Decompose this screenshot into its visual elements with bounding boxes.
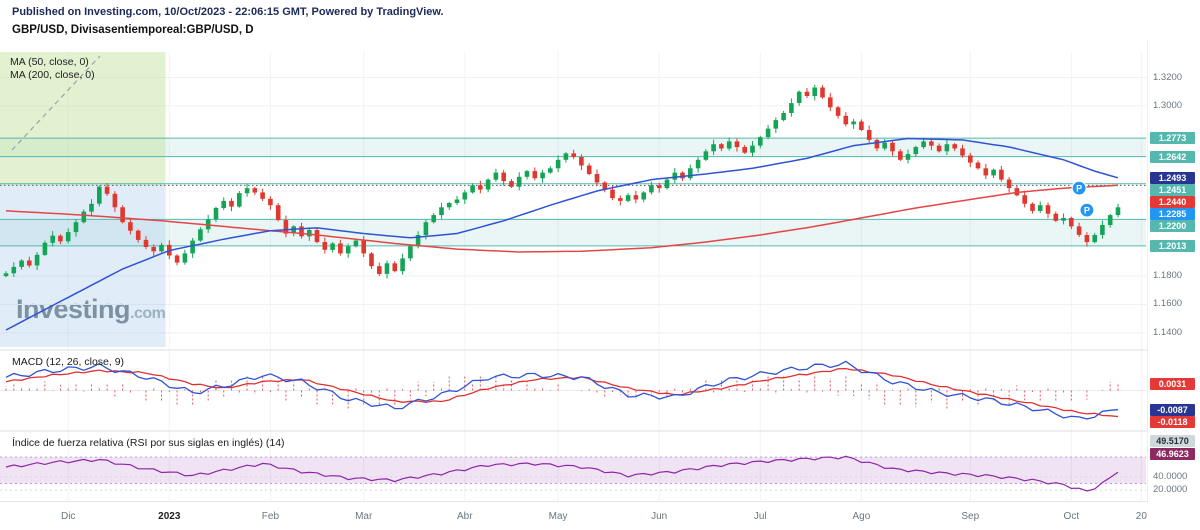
time-axis-label: Mar xyxy=(355,511,373,522)
time-axis-label: Feb xyxy=(261,511,280,522)
axis-label: 1.1600 xyxy=(1153,298,1183,310)
published-line: Published on Investing.com, 10/Oct/2023 … xyxy=(12,6,444,18)
axis-badge-purple: 46.9623 xyxy=(1150,448,1195,460)
time-axis-label: Ago xyxy=(852,511,871,522)
watermark-main: Investing xyxy=(16,294,131,324)
ma50-legend-label: MA (50, close, 0) xyxy=(10,56,89,68)
axis-label: 1.1400 xyxy=(1153,326,1183,338)
rsi-panel-label: Índice de fuerza relativa (RSI por sus s… xyxy=(12,437,285,449)
watermark-suffix: .com xyxy=(130,305,166,322)
ma-legend: MA (50, close, 0) MA (200, close, 0) xyxy=(10,56,95,82)
axis-badge-blue: 1.2285 xyxy=(1150,207,1195,220)
axis-badge-teal: 1.2200 xyxy=(1150,219,1195,232)
axis-badge-gray: 49.5170 xyxy=(1150,435,1195,447)
axis-label: 40.0000 xyxy=(1153,470,1188,482)
time-axis-label: 20 xyxy=(1135,511,1147,522)
time-axis-label: Jul xyxy=(753,511,767,522)
axis-badge-teal: 1.2642 xyxy=(1150,150,1195,163)
axis-badge-teal: 1.2451 xyxy=(1150,183,1195,196)
axis-badge-navy: 1.2493 xyxy=(1150,171,1195,184)
ma200-legend-label: MA (200, close, 0) xyxy=(10,69,95,81)
time-axis-label: 2023 xyxy=(158,511,181,522)
chart-header: Published on Investing.com, 10/Oct/2023 … xyxy=(12,6,444,36)
time-axis-label: Oct xyxy=(1063,511,1080,522)
price-axis[interactable]: 1.3200 1.3000 1.2773 1.2642 1.2493 1.2451 1.24… xyxy=(1148,0,1200,530)
macd-panel-label: MACD (12, 26, close, 9) xyxy=(12,356,125,368)
time-axis[interactable]: Dic 2023 Feb Mar Abr May Jun Jul Ago Sep Oct 20 xyxy=(0,502,1148,530)
time-axis-label: Sep xyxy=(961,511,980,522)
time-axis-label: Abr xyxy=(457,511,473,522)
axis-badge-red: -0.0118 xyxy=(1150,415,1195,428)
time-axis-label: Jun xyxy=(651,511,668,522)
axis-badge-navy: -0.0087 xyxy=(1150,403,1195,416)
axis-label: 1.1800 xyxy=(1153,270,1183,282)
symbol-title: GBP/USD, Divisasentiemporeal:GBP/USD, D xyxy=(12,24,254,36)
svg-text:P: P xyxy=(1076,183,1082,193)
svg-text:P: P xyxy=(1084,205,1090,215)
axis-badge-red: 0.0031 xyxy=(1150,377,1195,390)
time-axis-label: May xyxy=(548,511,568,522)
axis-badge-teal: 1.2773 xyxy=(1150,132,1195,145)
axis-label: 1.3000 xyxy=(1153,99,1183,111)
axis-label: 1.3200 xyxy=(1153,71,1183,83)
axis-label: 20.0000 xyxy=(1153,484,1188,496)
investing-watermark: Investing.com xyxy=(16,294,166,325)
time-axis-label: Dic xyxy=(60,511,76,522)
axis-badge-teal: 1.2013 xyxy=(1150,239,1195,252)
axis-badge-red: 1.2440 xyxy=(1150,195,1195,208)
